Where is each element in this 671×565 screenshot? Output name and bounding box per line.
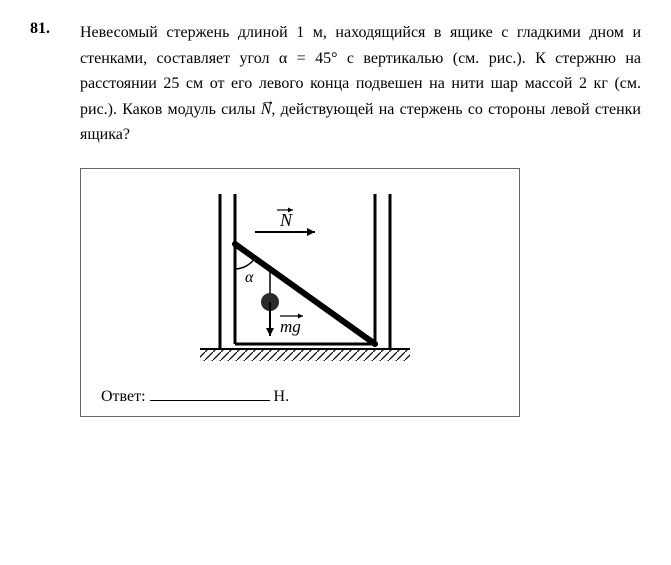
physics-diagram: α N mg — [165, 184, 435, 374]
force-mg-label: mg — [280, 317, 301, 336]
answer-line: Ответ: Н. — [101, 384, 499, 406]
force-N-arrowhead — [307, 228, 315, 236]
answer-unit: Н. — [274, 388, 290, 405]
diagram-container: α N mg Ответ: — [80, 168, 520, 417]
force-mg-arrowhead — [266, 328, 274, 336]
answer-blank[interactable] — [150, 384, 270, 401]
answer-label: Ответ: — [101, 388, 146, 405]
rod — [235, 244, 375, 344]
vector-N-inline: →N — [261, 97, 272, 123]
angle-label: α — [245, 269, 254, 286]
problem-number: 81. — [30, 20, 60, 427]
force-N-label: N — [279, 210, 293, 230]
floor-hatch — [200, 349, 410, 361]
problem-text: Невесомый стержень длиной 1 м, находящий… — [80, 20, 641, 148]
